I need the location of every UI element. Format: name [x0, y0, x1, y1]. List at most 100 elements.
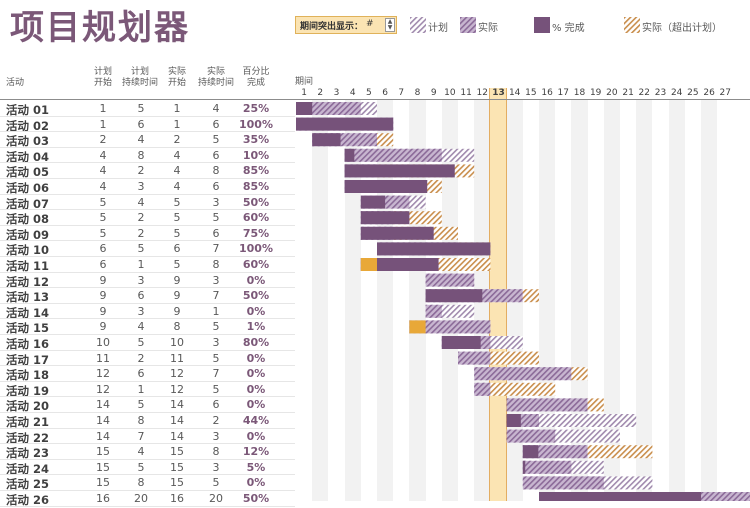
actual-bar[interactable] [522, 476, 604, 490]
actual-bar[interactable] [409, 320, 491, 334]
actual-bar[interactable] [425, 273, 475, 287]
table-row[interactable]: 活动 03 2 4 2 5 35% [0, 132, 295, 148]
table-row[interactable]: 活动 18 12 6 12 7 0% [0, 366, 295, 382]
actual-over-bar[interactable] [377, 133, 394, 147]
cell-ps: 11 [96, 351, 110, 365]
legend-label: 实际（超出计划） [642, 23, 722, 34]
table-row[interactable]: 活动 01 1 5 1 4 25% [0, 101, 295, 117]
actual-over-bar[interactable] [587, 445, 653, 459]
period-highlight-value[interactable]: # [366, 19, 374, 29]
actual-bar[interactable] [522, 445, 588, 459]
row-divider [0, 271, 295, 273]
table-row[interactable]: 活动 10 6 5 6 7 100% [0, 241, 295, 257]
cell-ad: 6 [212, 398, 220, 412]
percent-complete-bar[interactable] [360, 258, 439, 271]
actual-bar[interactable] [506, 429, 556, 443]
early-start-bar[interactable] [360, 258, 377, 271]
table-row[interactable]: 活动 21 14 8 14 2 44% [0, 413, 295, 429]
cell-name: 活动 21 [6, 415, 50, 429]
table-row[interactable]: 活动 13 9 6 9 7 50% [0, 288, 295, 304]
day-number: 18 [573, 88, 586, 98]
cell-ps: 12 [96, 382, 110, 396]
percent-complete-bar[interactable] [425, 289, 483, 303]
table-row[interactable]: 活动 09 5 2 5 6 75% [0, 226, 295, 242]
day-number: 25 [687, 88, 699, 98]
cell-as: 15 [170, 476, 184, 490]
cell-name: 活动 07 [6, 196, 50, 211]
day-number: 7 [398, 88, 405, 98]
table-row[interactable]: 活动 16 10 5 10 3 80% [0, 335, 295, 351]
cell-name: 活动 16 [6, 337, 50, 351]
legend-swatch-actual [460, 17, 476, 33]
cell-name: 活动 17 [6, 352, 50, 367]
actual-bar[interactable] [474, 367, 572, 381]
row-divider [0, 412, 295, 413]
cell-ad: 1 [212, 304, 220, 318]
cell-name: 活动 04 [6, 149, 50, 164]
table-row[interactable]: 活动 22 14 7 14 3 0% [0, 429, 295, 445]
percent-complete-bar[interactable] [344, 148, 355, 162]
percent-complete-bar[interactable] [296, 117, 394, 131]
table-row[interactable]: 活动 12 9 3 9 3 0% [0, 273, 295, 289]
table-row[interactable]: 活动 20 14 5 14 6 0% [0, 397, 295, 413]
actual-bar[interactable] [458, 351, 491, 365]
table-row[interactable]: 活动 24 15 5 15 3 5% [0, 460, 295, 476]
actual-bar[interactable] [425, 304, 442, 318]
table-row[interactable]: 活动 08 5 2 5 5 60% [0, 210, 295, 226]
percent-complete-bar[interactable] [344, 164, 455, 178]
actual-over-bar[interactable] [587, 398, 604, 412]
actual-bar[interactable] [344, 148, 442, 162]
column-header-actual-start: 实际 开始 [167, 67, 186, 88]
table-row[interactable]: 活动 23 15 4 15 8 12% [0, 444, 295, 460]
table-row[interactable]: 活动 19 12 1 12 5 0% [0, 382, 295, 398]
percent-complete-bar[interactable] [377, 242, 491, 256]
table-row[interactable]: 活动 04 4 8 4 6 10% [0, 148, 295, 164]
table-row[interactable]: 活动 02 1 6 1 6 100% [0, 117, 295, 133]
cell-as: 10 [170, 336, 184, 349]
row-divider [0, 146, 295, 148]
cell-ad: 6 [212, 180, 220, 193]
day-column-stripe [603, 100, 620, 501]
table-row[interactable]: 活动 14 9 3 9 1 0% [0, 304, 295, 320]
cell-pd: 6 [137, 289, 145, 303]
percent-complete-bar[interactable] [522, 460, 526, 474]
percent-complete-bar[interactable] [506, 414, 521, 427]
actual-bar[interactable] [474, 382, 491, 396]
table-row[interactable]: 活动 15 9 4 8 5 1% [0, 319, 295, 335]
actual-bar[interactable] [522, 460, 572, 474]
percent-complete-bar[interactable] [539, 492, 701, 501]
percent-complete-bar[interactable] [360, 226, 434, 240]
early-start-bar[interactable] [409, 320, 426, 334]
cell-as: 15 [170, 460, 184, 474]
table-row[interactable]: 活动 26 16 20 16 20 50% [0, 491, 295, 507]
period-spinner[interactable]: ▲ ▼ [385, 18, 395, 32]
period-highlight-control[interactable]: 期间突出显示： # ▲ ▼ [295, 16, 397, 34]
table-row[interactable]: 活动 11 6 1 5 8 60% [0, 257, 295, 273]
percent-complete-bar[interactable] [344, 180, 428, 193]
table-row[interactable]: 活动 17 11 2 11 5 0% [0, 351, 295, 367]
day-number: 5 [366, 88, 372, 98]
actual-over-bar[interactable] [490, 382, 556, 396]
percent-complete-bar[interactable] [296, 102, 313, 115]
actual-bar[interactable] [506, 398, 588, 412]
table-row[interactable]: 活动 05 4 2 4 8 85% [0, 163, 295, 179]
percent-complete-bar[interactable] [312, 133, 341, 147]
cell-ps: 15 [96, 476, 110, 490]
table-row[interactable]: 活动 07 5 4 5 3 50% [0, 195, 295, 211]
cell-as: 15 [170, 445, 184, 459]
cell-pct: 0% [246, 382, 266, 396]
row-divider [0, 334, 295, 335]
table-row[interactable]: 活动 06 4 3 4 6 85% [0, 179, 295, 195]
cell-name: 活动 24 [6, 461, 50, 476]
actual-over-bar[interactable] [490, 351, 539, 365]
actual-over-bar[interactable] [522, 289, 539, 303]
actual-over-bar[interactable] [571, 367, 588, 381]
percent-complete-bar[interactable] [522, 445, 539, 459]
cell-pct: 85% [242, 164, 270, 178]
percent-complete-bar[interactable] [360, 195, 386, 209]
cell-ps: 5 [99, 211, 107, 225]
percent-complete-bar[interactable] [441, 336, 481, 349]
percent-complete-bar[interactable] [360, 211, 410, 225]
table-row[interactable]: 活动 25 15 8 15 5 0% [0, 475, 295, 491]
